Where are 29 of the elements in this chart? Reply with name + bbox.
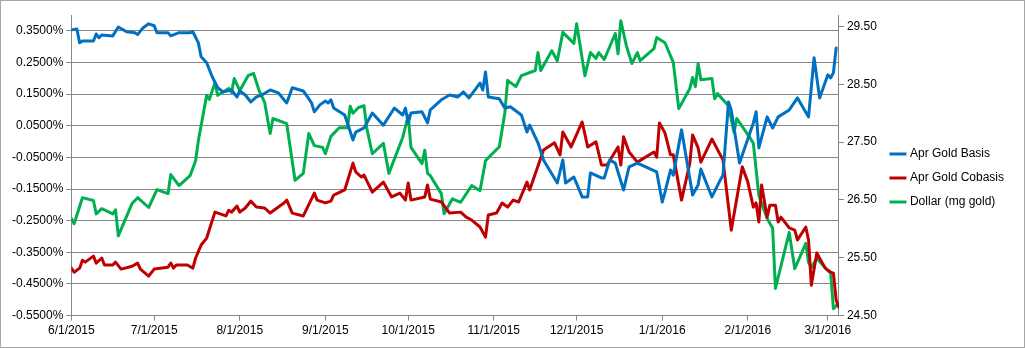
x-tick-label: 1/1/2016 <box>638 323 686 338</box>
y-tick-label: -0.3500% <box>11 244 64 259</box>
y2-tick-label: 24.50 <box>846 307 878 322</box>
x-tick-label: 7/1/2015 <box>130 323 178 338</box>
y-tick-label: 0.3500% <box>15 23 64 38</box>
y-tick-label: -0.2500% <box>11 212 64 227</box>
y-tick-label: 0.0500% <box>15 118 64 133</box>
legend-label: Dollar (mg gold) <box>909 194 996 209</box>
y2-tick-label: 25.50 <box>846 250 878 265</box>
x-tick-label: 11/1/2015 <box>467 323 521 338</box>
y2-tick-label: 26.50 <box>846 192 878 207</box>
x-tick-label: 3/1/2016 <box>804 323 852 338</box>
y-tick-label: 0.1500% <box>15 86 64 101</box>
x-tick-label: 8/1/2015 <box>216 323 264 338</box>
y-tick-label: -0.5500% <box>11 307 64 322</box>
y2-tick-label: 29.50 <box>846 18 878 33</box>
y-tick-label: -0.1500% <box>11 181 64 196</box>
x-tick-label: 12/1/2015 <box>549 323 604 338</box>
y2-tick-label: 28.50 <box>846 76 878 91</box>
legend-label: Apr Gold Basis <box>909 146 990 161</box>
y-tick-label: 0.2500% <box>15 54 64 69</box>
y-tick-label: -0.4500% <box>11 276 64 291</box>
y-tick-label: -0.0500% <box>11 149 64 164</box>
x-tick-label: 6/1/2015 <box>48 323 96 338</box>
legend-label: Apr Gold Cobasis <box>909 170 1004 185</box>
x-tick-label: 9/1/2015 <box>302 323 350 338</box>
x-tick-label: 10/1/2015 <box>381 323 436 338</box>
y2-tick-label: 27.50 <box>846 134 878 149</box>
x-tick-label: 2/1/2016 <box>724 323 772 338</box>
